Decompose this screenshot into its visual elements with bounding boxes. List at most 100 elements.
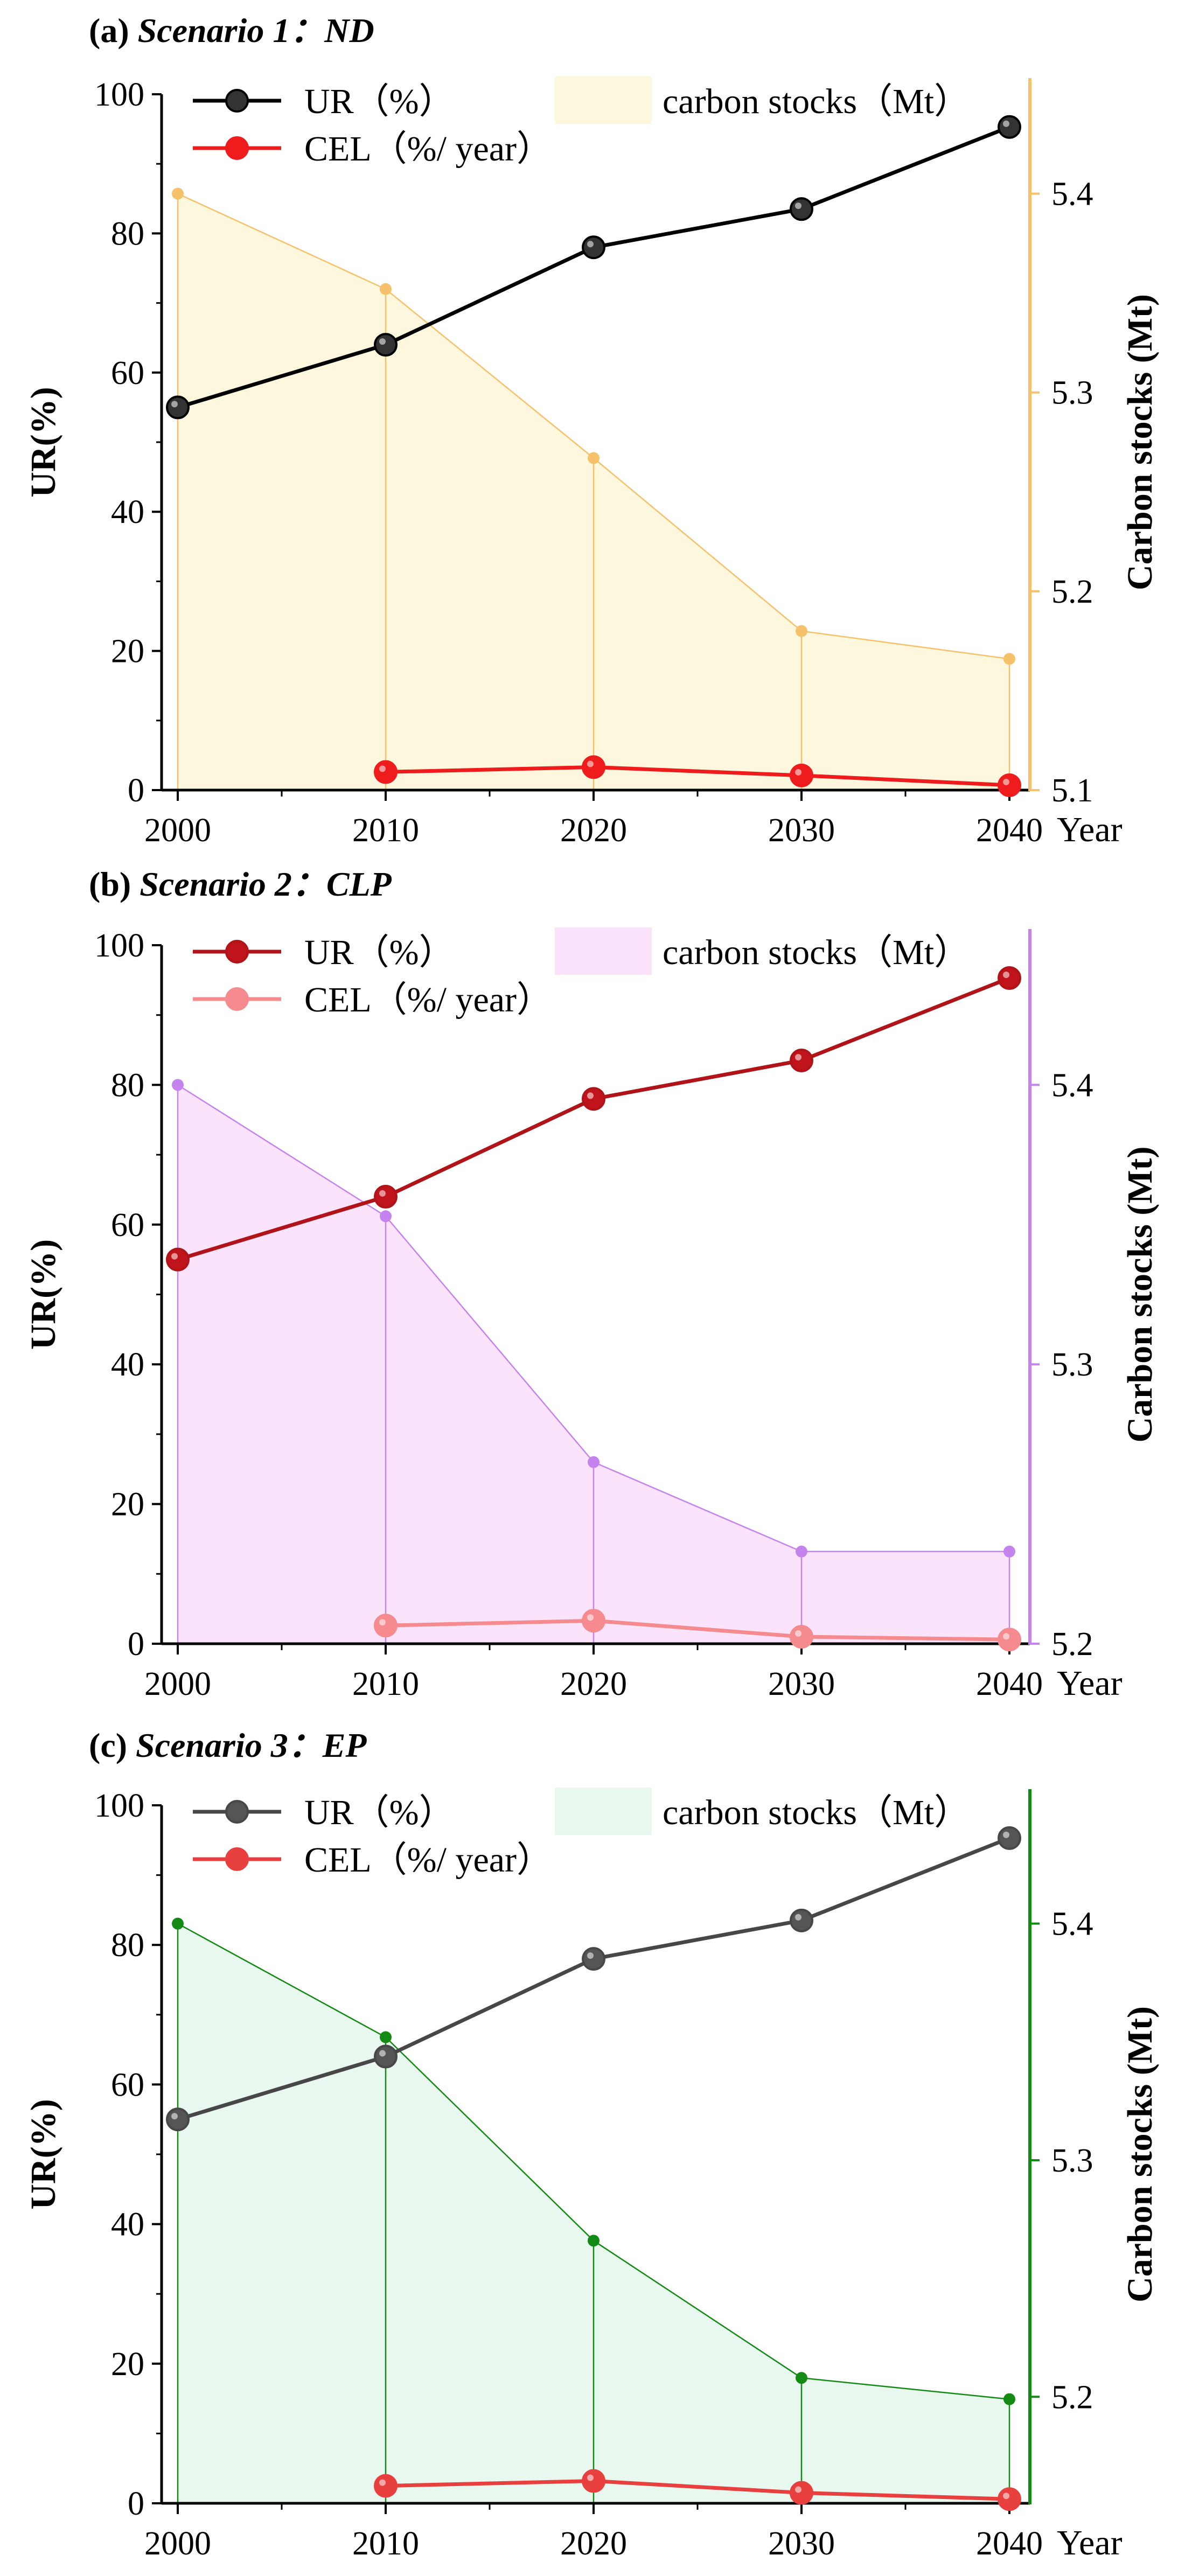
legend-label: UR（%）: [304, 82, 455, 121]
point-highlight: [379, 2050, 386, 2057]
x-tick-label: 2030: [768, 2525, 835, 2562]
legend-label: CEL（%/ year）: [304, 980, 552, 1020]
point-highlight: [795, 1914, 801, 1921]
panel-label: (a): [89, 11, 138, 50]
point-highlight: [587, 241, 594, 248]
cel-point: [790, 1625, 813, 1649]
point-highlight: [171, 2113, 178, 2120]
x-axis-end-label: Year: [1057, 2523, 1123, 2563]
carbon-point: [796, 1545, 807, 1558]
y-tick-label: 100: [94, 76, 144, 113]
ur-point: [166, 2107, 190, 2132]
legend-swatch-marker: [225, 136, 249, 160]
y-right-tick-label: 5.4: [1051, 1906, 1093, 1943]
panel-title: (c) Scenario 3：EP: [89, 1726, 367, 1764]
carbon-point: [588, 1456, 600, 1468]
carbon-point: [1003, 653, 1015, 665]
x-tick-label: 2030: [768, 1666, 835, 1702]
cel-point: [790, 2481, 813, 2505]
x-axis-end-label: Year: [1057, 810, 1123, 849]
carbon-point: [172, 1079, 184, 1091]
ur-point: [582, 235, 605, 260]
legend-swatch-marker: [225, 1800, 249, 1824]
y-tick-label: 60: [111, 1207, 144, 1244]
point-highlight: [587, 2474, 594, 2481]
legend-swatch-marker: [225, 89, 249, 113]
point-highlight: [795, 1054, 801, 1061]
point-highlight: [587, 1614, 594, 1621]
y-tick-label: 80: [111, 215, 144, 252]
cel-point: [374, 1614, 398, 1638]
carbon-point: [1003, 2393, 1015, 2405]
legend-label: UR（%）: [304, 1793, 455, 1832]
chart-panel-3: (c) Scenario 3：EP0204060801005.25.35.420…: [24, 1726, 1160, 2563]
y-right-tick-label: 5.1: [1051, 772, 1093, 809]
y-tick-label: 40: [111, 494, 144, 530]
cel-line: [385, 2479, 1010, 2501]
carbon-point: [380, 1210, 392, 1223]
point-highlight: [379, 765, 386, 772]
y-axis-title: UR(%): [24, 2099, 63, 2209]
y-right-tick-label: 5.3: [1051, 2142, 1093, 2179]
x-tick-label: 2040: [976, 2525, 1043, 2562]
y-axis-title: UR(%): [24, 1239, 63, 1350]
ur-point: [790, 1908, 813, 1932]
cel-point: [790, 763, 813, 787]
x-tick-label: 2000: [144, 812, 211, 849]
y-right-tick-label: 5.2: [1051, 1626, 1093, 1663]
cel-line: [385, 765, 1010, 787]
x-tick-label: 2010: [352, 1666, 419, 1702]
x-tick-label: 2010: [352, 812, 419, 849]
chart-panel-1: (a) Scenario 1：ND0204060801005.15.25.35.…: [24, 11, 1160, 849]
y-tick-label: 80: [111, 1067, 144, 1104]
cel-point: [998, 773, 1021, 797]
point-highlight: [379, 1190, 386, 1197]
cel-point: [582, 2469, 605, 2493]
y-tick-label: 60: [111, 2067, 144, 2103]
point-highlight: [795, 769, 801, 776]
y-right-tick-label: 5.3: [1051, 1346, 1093, 1383]
y-tick-label: 60: [111, 355, 144, 392]
legend: UR（%） CEL（%/ year） carbon stocks（Mt）: [193, 76, 970, 169]
x-tick-label: 2040: [976, 1666, 1043, 1702]
point-highlight: [587, 1952, 594, 1959]
y-right-tick-label: 5.3: [1051, 375, 1093, 411]
legend-swatch-marker: [225, 987, 249, 1011]
carbon-point: [380, 2031, 392, 2043]
point-highlight: [1003, 2493, 1009, 2500]
scenario-name: Scenario 3：EP: [136, 1726, 367, 1764]
y-tick-label: 20: [111, 2346, 144, 2383]
point-highlight: [587, 760, 594, 767]
y-tick-label: 40: [111, 2207, 144, 2243]
x-tick-label: 2000: [144, 1666, 211, 1702]
legend-label: carbon stocks（Mt）: [663, 1793, 970, 1832]
x-tick-label: 2020: [560, 2525, 627, 2562]
ur-point: [582, 1087, 605, 1111]
scenario-name: Scenario 2：CLP: [140, 865, 392, 903]
legend-swatch-area: [555, 76, 652, 124]
ur-point: [166, 395, 190, 420]
panel-label: (b): [89, 865, 140, 903]
cel-line: [385, 1618, 1010, 1642]
y-tick-label: 80: [111, 1927, 144, 1964]
y-right-axis-title: Carbon stocks (Mt): [1120, 294, 1160, 590]
y-right-tick-label: 5.4: [1051, 176, 1093, 213]
ur-point: [998, 115, 1021, 139]
point-highlight: [795, 2486, 801, 2493]
point-highlight: [795, 1630, 801, 1637]
y-tick-label: 100: [94, 927, 144, 964]
legend-swatch-area: [555, 927, 652, 975]
chart-panel-2: (b) Scenario 2：CLP0204060801005.25.35.42…: [24, 865, 1160, 1703]
carbon-point: [172, 1917, 184, 1930]
cel-point: [582, 1609, 605, 1633]
legend-label: CEL（%/ year）: [304, 129, 552, 169]
x-axis-end-label: Year: [1057, 1664, 1123, 1703]
ur-point: [790, 1049, 813, 1073]
legend-label: carbon stocks（Mt）: [663, 82, 970, 121]
carbon-point: [796, 2372, 807, 2384]
panel-label: (c): [89, 1726, 136, 1764]
ur-point: [166, 1247, 190, 1272]
legend-label: CEL（%/ year）: [304, 1840, 552, 1880]
y-tick-label: 100: [94, 1788, 144, 1824]
